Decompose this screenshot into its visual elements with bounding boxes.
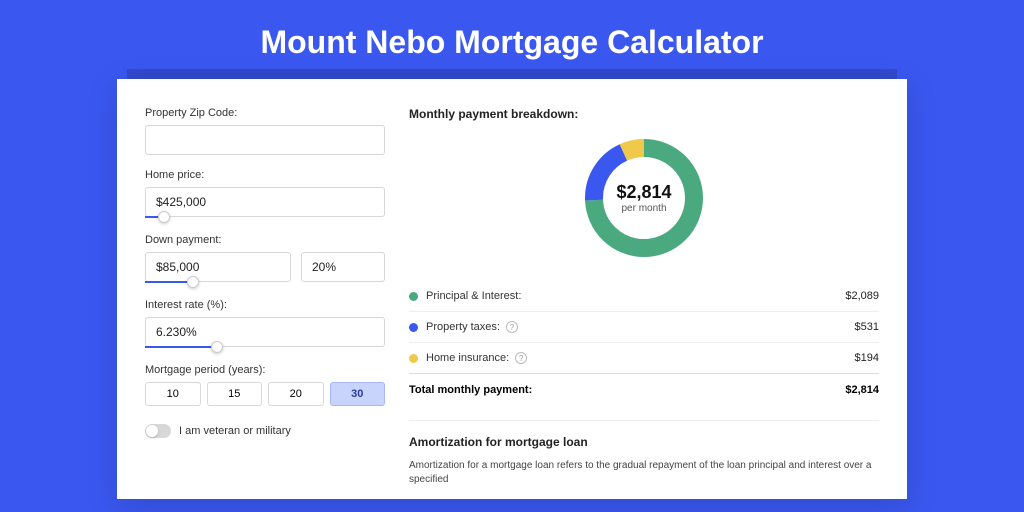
legend-label: Principal & Interest: [426,290,521,302]
down-payment-input[interactable] [145,252,291,282]
legend-value: $531 [855,321,879,333]
period-option-30[interactable]: 30 [330,382,386,406]
zip-label: Property Zip Code: [145,107,385,119]
amortization-title: Amortization for mortgage loan [409,435,879,449]
interest-rate-label: Interest rate (%): [145,299,385,311]
veteran-toggle[interactable] [145,424,171,438]
home-price-label: Home price: [145,169,385,181]
veteran-label: I am veteran or military [179,425,291,437]
info-icon[interactable]: ? [515,352,527,364]
zip-input[interactable] [145,125,385,155]
input-form: Property Zip Code: Home price: Down paym… [145,107,385,489]
calculator-card: Property Zip Code: Home price: Down paym… [117,79,907,499]
interest-rate-field: Interest rate (%): [145,299,385,350]
down-payment-pct-input[interactable] [301,252,385,282]
period-option-15[interactable]: 15 [207,382,263,406]
down-payment-slider[interactable] [145,279,385,285]
down-payment-field: Down payment: [145,234,385,285]
legend-dot [409,292,418,301]
total-row: Total monthly payment: $2,814 [409,373,879,406]
amortization-section: Amortization for mortgage loan Amortizat… [409,420,879,487]
legend-value: $194 [855,352,879,364]
toggle-knob [146,425,158,437]
home-price-field: Home price: [145,169,385,220]
period-option-20[interactable]: 20 [268,382,324,406]
total-value: $2,814 [845,384,879,396]
down-payment-label: Down payment: [145,234,385,246]
breakdown-panel: Monthly payment breakdown: $2,814 per mo… [409,107,879,489]
slider-thumb[interactable] [158,211,170,223]
total-label: Total monthly payment: [409,384,532,396]
legend-label: Property taxes: [426,321,500,333]
info-icon[interactable]: ? [506,321,518,333]
legend-row: Property taxes:? $531 [409,312,879,343]
donut-amount: $2,814 [616,182,671,203]
donut-chart: $2,814 per month [409,133,879,263]
amortization-text: Amortization for a mortgage loan refers … [409,459,879,487]
legend-dot [409,323,418,332]
period-options: 10152030 [145,382,385,406]
home-price-slider[interactable] [145,214,385,220]
donut-center: $2,814 per month [579,133,709,263]
interest-rate-input[interactable] [145,317,385,347]
legend-row: Home insurance:? $194 [409,343,879,373]
period-option-10[interactable]: 10 [145,382,201,406]
donut-sub: per month [621,203,666,214]
legend-label: Home insurance: [426,352,509,364]
legend-row: Principal & Interest: $2,089 [409,281,879,312]
page-title: Mount Nebo Mortgage Calculator [0,0,1024,79]
legend-value: $2,089 [845,290,879,302]
legend: Principal & Interest: $2,089 Property taxe… [409,281,879,373]
slider-thumb[interactable] [187,276,199,288]
breakdown-heading: Monthly payment breakdown: [409,107,879,121]
period-label: Mortgage period (years): [145,364,385,376]
interest-rate-slider[interactable] [145,344,385,350]
zip-field: Property Zip Code: [145,107,385,155]
veteran-toggle-row: I am veteran or military [145,424,385,438]
slider-thumb[interactable] [211,341,223,353]
legend-dot [409,354,418,363]
home-price-input[interactable] [145,187,385,217]
period-field: Mortgage period (years): 10152030 [145,364,385,406]
